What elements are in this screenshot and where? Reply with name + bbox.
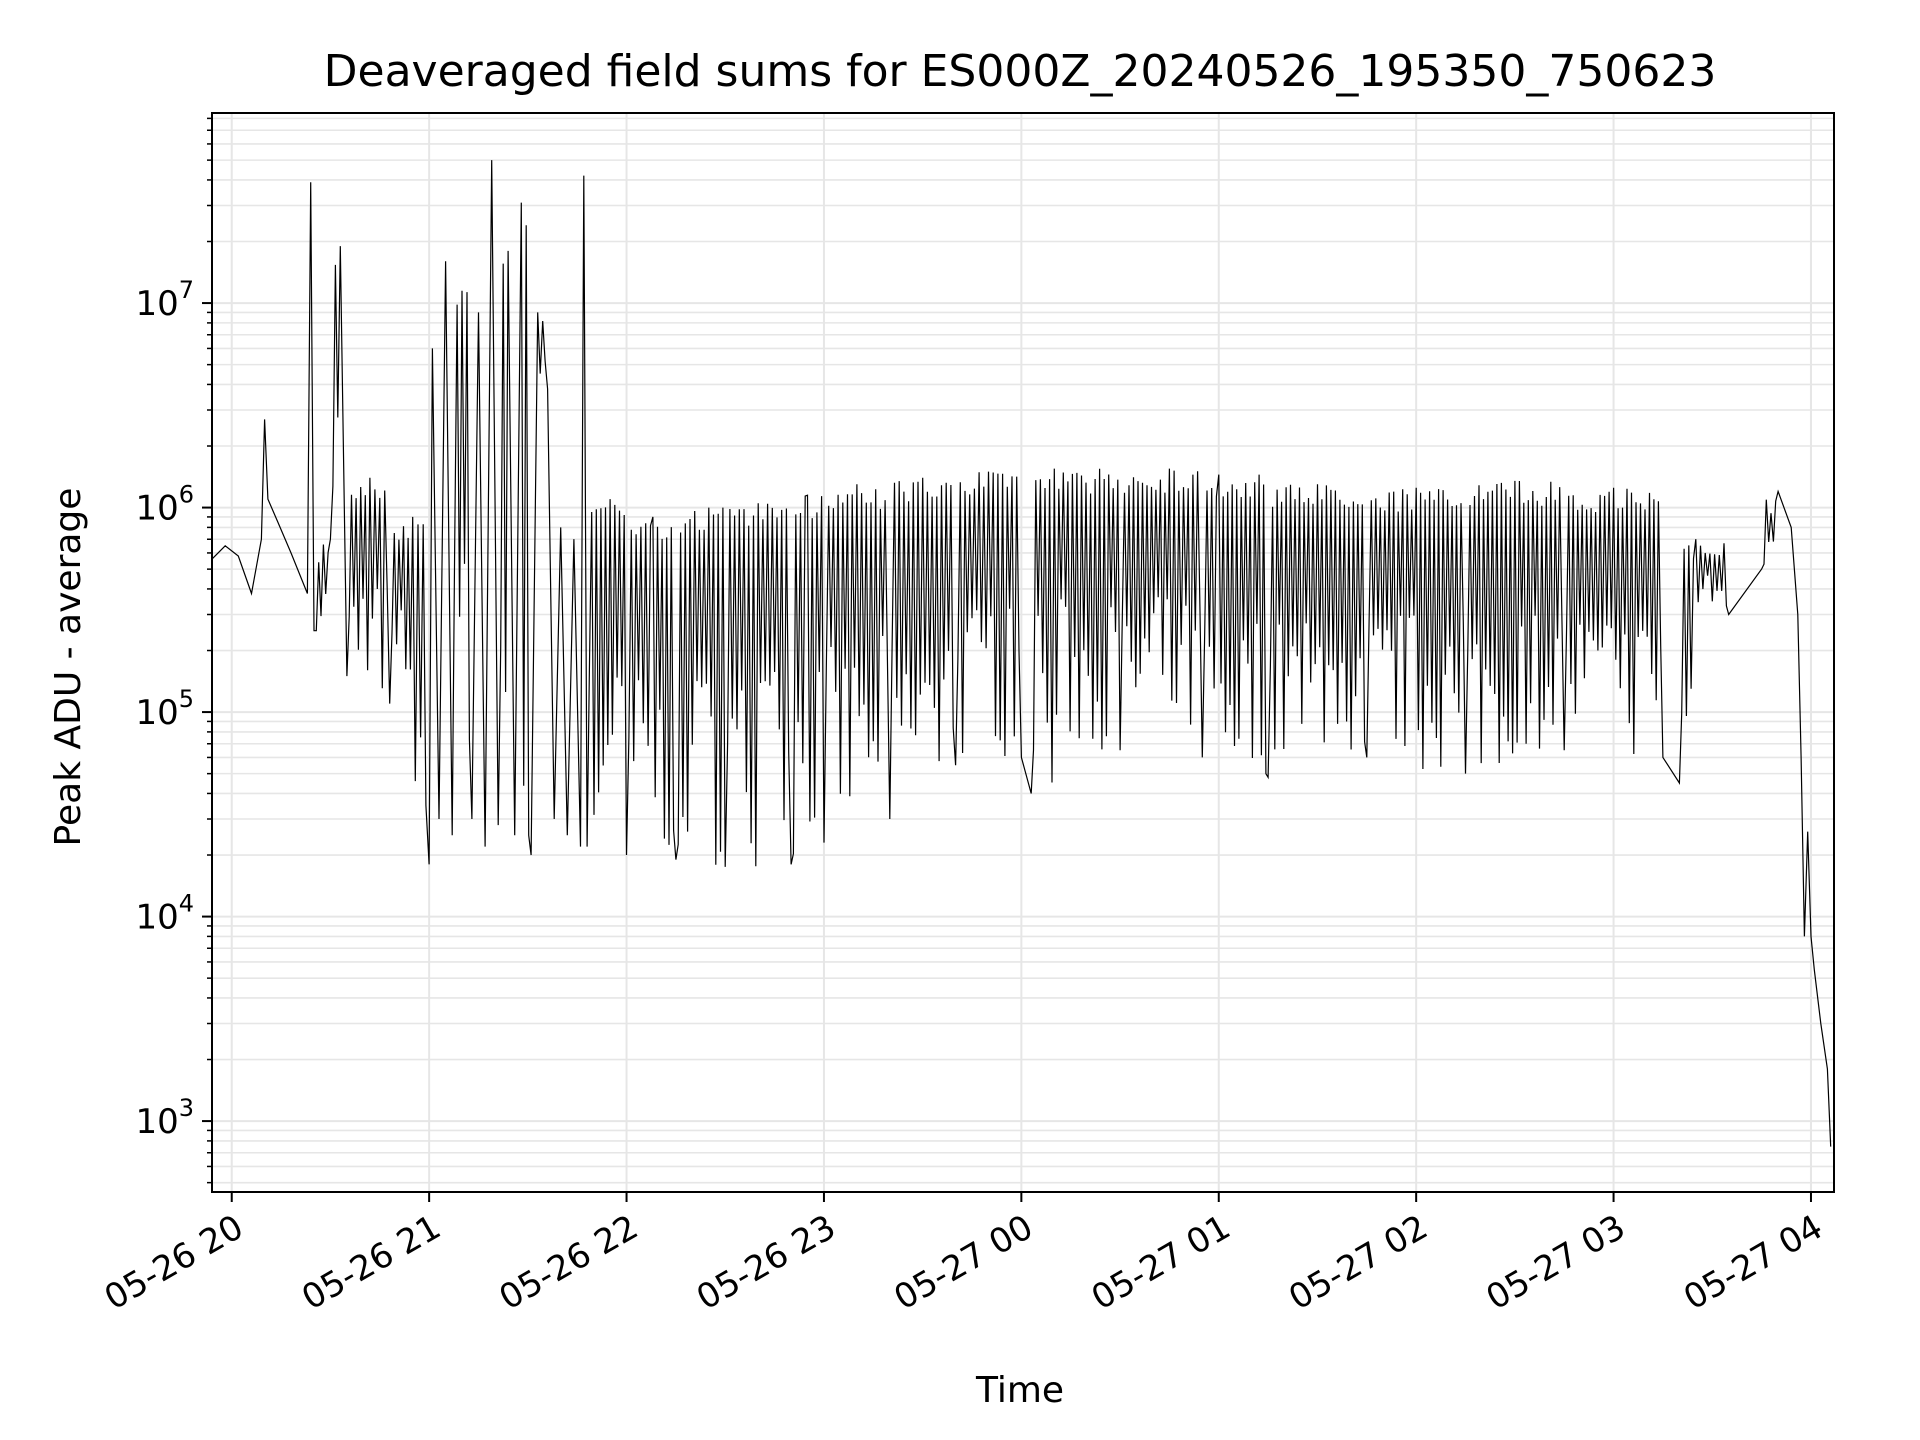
y-axis-label: Peak ADU - average	[48, 488, 89, 847]
y-tick-label: 106	[135, 481, 194, 529]
x-axis-label: Time	[975, 1370, 1064, 1411]
series-line	[211, 160, 1832, 1147]
series-layer	[211, 160, 1832, 1147]
y-tick-label: 103	[135, 1094, 194, 1142]
y-tick-label: 105	[135, 685, 194, 733]
chart-title: Deaveraged field sums for ES000Z_2024052…	[324, 46, 1717, 97]
y-tick-label: 107	[135, 276, 194, 324]
y-tick-label: 104	[135, 890, 194, 938]
y-tick-labels: 103 104 105 106 107	[135, 276, 194, 1142]
plot-frame	[211, 112, 1835, 1193]
axis-ticks	[202, 117, 1812, 1202]
